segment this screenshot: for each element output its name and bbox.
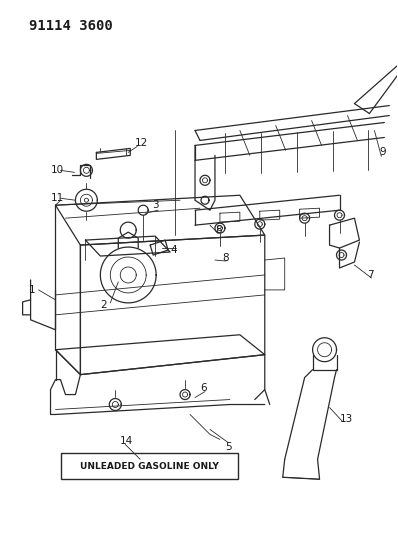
Text: 11: 11 — [51, 193, 64, 203]
Text: 9: 9 — [379, 148, 386, 157]
Text: 7: 7 — [367, 270, 374, 280]
Text: UNLEADED GASOLINE ONLY: UNLEADED GASOLINE ONLY — [80, 462, 219, 471]
Text: 5: 5 — [225, 442, 232, 453]
Text: 3: 3 — [152, 200, 159, 210]
Text: 8: 8 — [222, 253, 228, 263]
Text: 91114 3600: 91114 3600 — [29, 19, 112, 33]
Text: 8: 8 — [215, 225, 222, 235]
Text: 4: 4 — [170, 245, 177, 255]
Text: 14: 14 — [120, 437, 133, 447]
Text: 12: 12 — [135, 139, 148, 148]
Text: 2: 2 — [100, 300, 107, 310]
Text: 1: 1 — [29, 285, 35, 295]
Text: 10: 10 — [51, 165, 64, 175]
FancyBboxPatch shape — [61, 454, 238, 479]
Text: 6: 6 — [200, 383, 207, 393]
Text: 13: 13 — [339, 415, 353, 424]
